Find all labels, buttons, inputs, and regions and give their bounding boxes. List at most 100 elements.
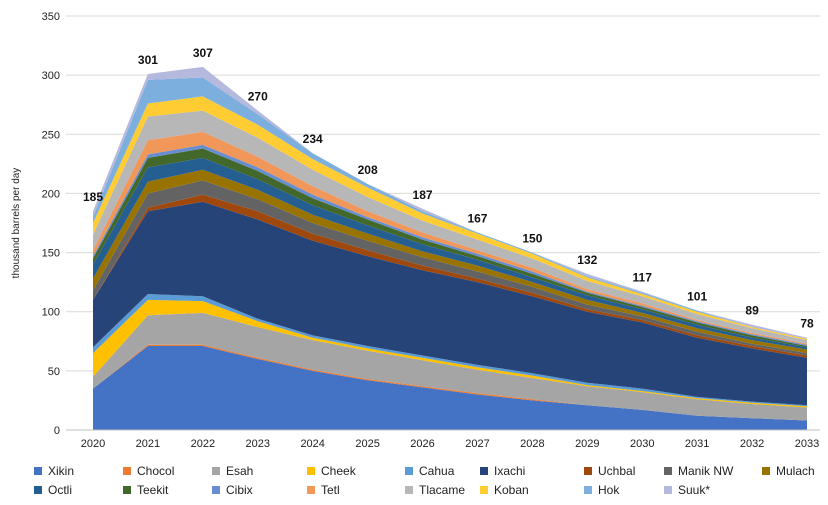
legend-item: Cibix — [212, 483, 253, 497]
legend-swatch — [480, 467, 488, 475]
legend-swatch — [34, 467, 42, 475]
legend: Xikin Chocol Esah Cheek Cahua Ixachi Uchbal Man… — [34, 464, 815, 497]
area-series-cheek — [93, 299, 807, 408]
legend-swatch — [405, 467, 413, 475]
legend-item: Hok — [584, 483, 620, 497]
x-tick-label: 2022 — [191, 438, 215, 450]
legend-label: Tlacame — [419, 483, 465, 497]
total-label: 150 — [522, 232, 542, 246]
legend-item: Mulach — [762, 464, 815, 478]
x-tick-label: 2031 — [685, 438, 709, 450]
legend-label: Chocol — [137, 464, 174, 478]
total-label: 187 — [413, 188, 433, 202]
area-series-octli — [93, 157, 807, 350]
area-series-layer — [93, 66, 807, 430]
legend-label: Hok — [598, 483, 620, 497]
y-tick-label: 350 — [42, 11, 60, 23]
x-tick-label: 2028 — [520, 438, 544, 450]
legend-swatch — [480, 486, 488, 494]
area-series-mulach — [93, 169, 807, 354]
legend-label: Uchbal — [598, 464, 635, 478]
legend-swatch — [212, 486, 220, 494]
legend-swatch — [664, 467, 672, 475]
legend-item: Xikin — [34, 464, 74, 478]
x-tick-label: 2020 — [81, 438, 105, 450]
legend-item: Cahua — [405, 464, 455, 478]
legend-swatch — [307, 486, 315, 494]
total-label: 185 — [83, 190, 103, 204]
x-tick-label: 2033 — [795, 438, 819, 450]
total-label: 117 — [633, 271, 653, 285]
legend-item: Suuk* — [664, 483, 710, 497]
total-label: 132 — [577, 253, 597, 267]
legend-label: Ixachi — [494, 464, 525, 478]
total-label: 89 — [745, 304, 759, 318]
total-labels: 185 301 307 270 234 208 187 167 150 132 117 101 89 78 — [83, 46, 814, 331]
legend-swatch — [584, 467, 592, 475]
x-tick-label: 2029 — [575, 438, 599, 450]
area-series-ixachi — [93, 201, 807, 406]
legend-item: Manik NW — [664, 464, 734, 478]
legend-item: Koban — [480, 483, 529, 497]
legend-swatch — [664, 486, 672, 494]
y-tick-label: 300 — [42, 70, 60, 82]
y-tick-label: 100 — [42, 307, 60, 319]
x-tick-label: 2032 — [740, 438, 764, 450]
legend-label: Mulach — [776, 464, 815, 478]
legend-label: Tetl — [321, 483, 340, 497]
total-label: 270 — [248, 90, 268, 104]
legend-item: Cheek — [307, 464, 357, 478]
legend-item: Octli — [34, 483, 72, 497]
legend-swatch — [123, 486, 131, 494]
x-tick-label: 2030 — [630, 438, 654, 450]
legend-label: Manik NW — [678, 464, 734, 478]
legend-item: Uchbal — [584, 464, 635, 478]
y-tick-label: 0 — [54, 425, 60, 437]
legend-swatch — [123, 467, 131, 475]
y-tick-label: 150 — [42, 248, 60, 260]
total-label: 301 — [138, 53, 158, 67]
legend-item: Tlacame — [405, 483, 465, 497]
total-label: 101 — [687, 290, 707, 304]
legend-swatch — [762, 467, 770, 475]
y-tick-label: 200 — [42, 188, 60, 200]
x-tick-label: 2026 — [410, 438, 434, 450]
legend-item: Tetl — [307, 483, 340, 497]
total-label: 78 — [800, 317, 814, 331]
total-label: 167 — [467, 211, 487, 225]
legend-item: Esah — [212, 464, 253, 478]
legend-label: Teekit — [137, 483, 169, 497]
legend-label: Octli — [48, 483, 72, 497]
legend-swatch — [584, 486, 592, 494]
y-axis-label: thousand barrels per day — [11, 168, 22, 279]
area-series-xikin — [93, 346, 807, 430]
total-label: 307 — [193, 46, 213, 60]
legend-item: Ixachi — [480, 464, 525, 478]
area-series-esah — [93, 312, 807, 421]
legend-item: Teekit — [123, 483, 169, 497]
y-tick-label: 50 — [48, 366, 60, 378]
legend-label: Xikin — [48, 464, 74, 478]
x-tick-label: 2025 — [355, 438, 379, 450]
x-tick-label: 2023 — [246, 438, 270, 450]
legend-label: Cibix — [226, 483, 253, 497]
area-series-manik-nw — [93, 180, 807, 356]
legend-item: Chocol — [123, 464, 174, 478]
x-tick-label: 2027 — [465, 438, 489, 450]
area-series-tlacame — [93, 110, 807, 344]
legend-swatch — [405, 486, 413, 494]
legend-label: Esah — [226, 464, 253, 478]
x-tick-label: 2021 — [136, 438, 160, 450]
total-label: 208 — [358, 163, 378, 177]
y-tick-label: 250 — [42, 129, 60, 141]
legend-swatch — [212, 467, 220, 475]
legend-swatch — [307, 467, 315, 475]
legend-label: Koban — [494, 483, 529, 497]
total-label: 234 — [303, 132, 323, 146]
legend-label: Cahua — [419, 464, 455, 478]
axes: 0 50 100 150 200 250 300 350 thousand barrels pe… — [11, 11, 820, 450]
legend-label: Suuk* — [678, 483, 710, 497]
legend-label: Cheek — [321, 464, 357, 478]
